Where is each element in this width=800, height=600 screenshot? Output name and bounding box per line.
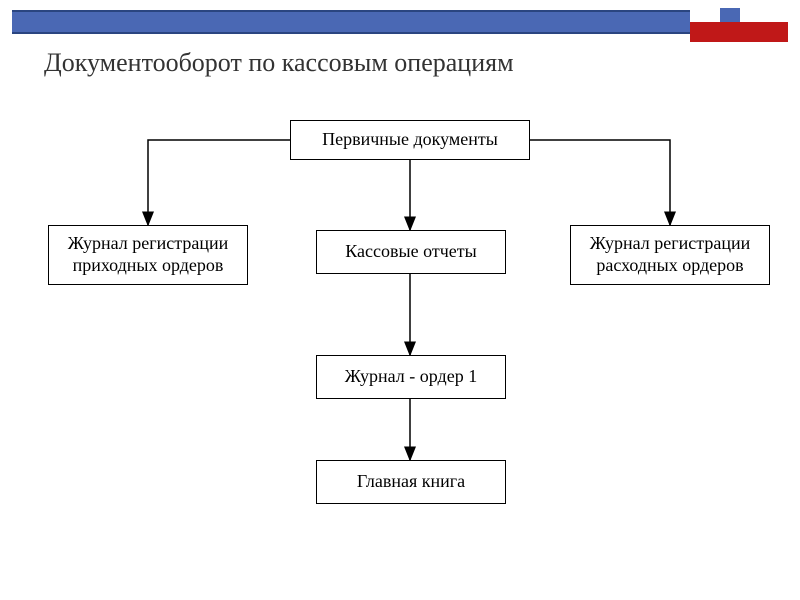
flowchart-edge bbox=[530, 140, 670, 225]
flowchart-node: Журнал регистрации расходных ордеров bbox=[570, 225, 770, 285]
diagram-arrows bbox=[0, 100, 800, 580]
flowchart-diagram: Первичные документы Журнал регистрации пр… bbox=[0, 100, 800, 580]
flowchart-node: Журнал регистрации приходных ордеров bbox=[48, 225, 248, 285]
flowchart-edge bbox=[148, 140, 290, 225]
flowchart-node: Кассовые отчеты bbox=[316, 230, 506, 274]
page-title: Документооборот по кассовым операциям bbox=[44, 48, 514, 78]
flowchart-node: Главная книга bbox=[316, 460, 506, 504]
header-bar bbox=[0, 0, 800, 42]
header-blue-stripe bbox=[12, 10, 690, 34]
header-red-bar bbox=[690, 22, 788, 42]
flowchart-node: Первичные документы bbox=[290, 120, 530, 160]
flowchart-node: Журнал - ордер 1 bbox=[316, 355, 506, 399]
